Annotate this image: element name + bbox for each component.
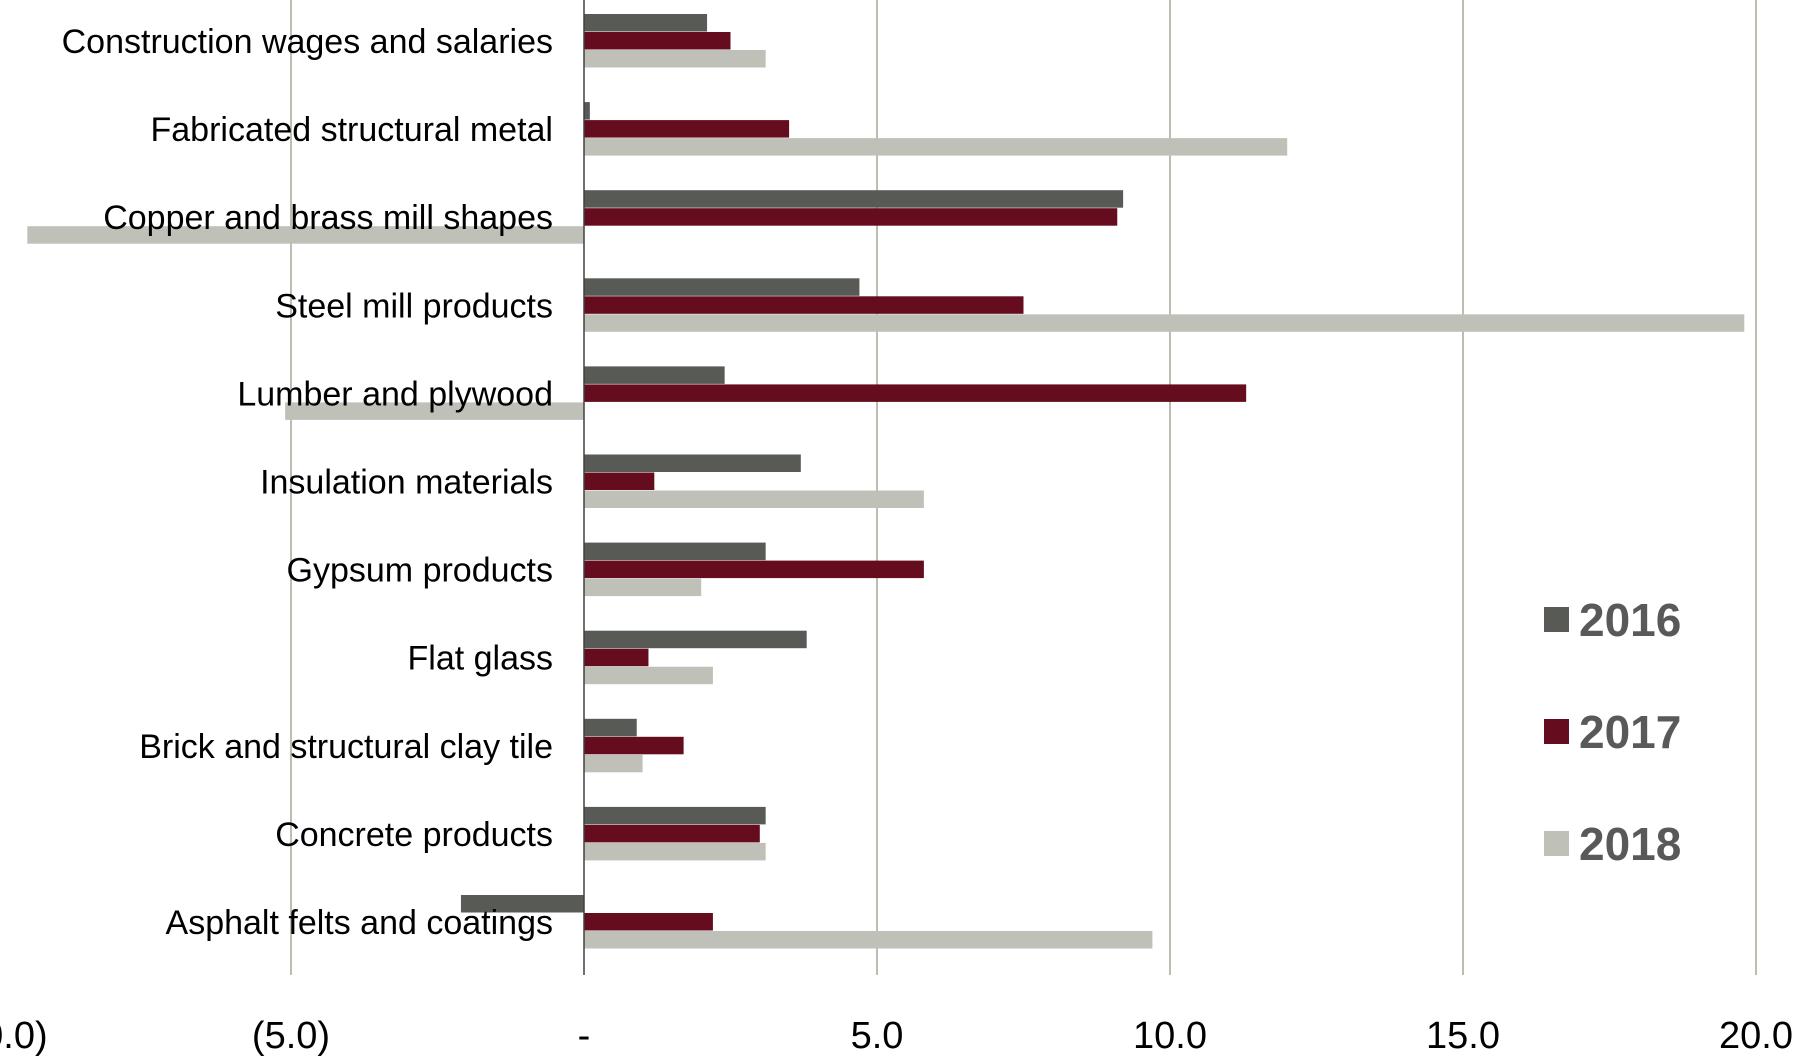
bar-2018-flat-glass [584, 666, 713, 685]
category-label: Asphalt felts and coatings [166, 904, 553, 942]
bar-2016-copper-and-brass-mill-shapes [584, 190, 1124, 208]
bar-2017-gypsum-products [584, 560, 924, 579]
x-tick-label: 10.0 [1133, 1015, 1207, 1057]
bar-2017-copper-and-brass-mill-shapes [584, 208, 1118, 226]
bar-2018-gypsum-products [584, 578, 702, 597]
bar-2018-construction-wages-and-salaries [584, 50, 766, 68]
category-label: Flat glass [408, 640, 554, 678]
bar-2016-lumber-and-plywood [584, 366, 725, 384]
category-label: Copper and brass mill shapes [103, 199, 553, 237]
bar-2016-asphalt-felts-and-coatings [460, 895, 584, 913]
bar-2016-construction-wages-and-salaries [584, 14, 708, 32]
x-tick-label: 15.0 [1426, 1015, 1500, 1057]
bar-2016-steel-mill-products [584, 278, 860, 296]
bar-2017-brick-and-structural-clay-tile [584, 736, 684, 755]
bar-2016-flat-glass [584, 630, 807, 649]
bar-2018-steel-mill-products [584, 314, 1745, 332]
bar-2017-concrete-products [584, 824, 760, 843]
bar-2016-brick-and-structural-clay-tile [584, 718, 637, 737]
legend-swatch-2017 [1544, 719, 1569, 744]
bar-2018-insulation-materials [584, 490, 924, 508]
bar-2018-concrete-products [584, 842, 766, 861]
bar-2016-insulation-materials [584, 454, 801, 472]
bar-2018-fabricated-structural-metal [584, 138, 1288, 156]
bar-2018-asphalt-felts-and-coatings [584, 931, 1153, 949]
category-labels: Construction wages and salaries Fabricate… [62, 23, 553, 942]
bar-2017-fabricated-structural-metal [584, 120, 790, 138]
bar-2018-brick-and-structural-clay-tile [584, 754, 643, 773]
legend-label-2017: 2017 [1579, 706, 1681, 758]
legend-swatch-2016 [1544, 607, 1569, 632]
legend: 2016 2017 2018 [1544, 594, 1681, 870]
legend-label-2016: 2016 [1579, 594, 1681, 646]
legend-label-2018: 2018 [1579, 818, 1681, 870]
bar-2016-concrete-products [584, 806, 766, 825]
bars [27, 14, 1745, 949]
x-tick-labels: (10.0) (5.0) - 5.0 10.0 15.0 20.0 [0, 1015, 1793, 1057]
category-label: Lumber and plywood [237, 375, 553, 413]
x-tick-label: - [578, 1015, 591, 1057]
bar-2018-lumber-and-plywood [285, 402, 584, 420]
bar-2016-gypsum-products [584, 542, 766, 561]
category-label: Steel mill products [275, 287, 553, 325]
category-label: Fabricated structural metal [151, 111, 554, 149]
bar-2017-flat-glass [584, 648, 649, 667]
bar-2018-copper-and-brass-mill-shapes [27, 226, 585, 244]
bar-2017-lumber-and-plywood [584, 384, 1247, 402]
category-label: Insulation materials [260, 464, 553, 502]
x-tick-label: 5.0 [851, 1015, 904, 1057]
bar-2016-fabricated-structural-metal [584, 102, 590, 120]
legend-swatch-2018 [1544, 831, 1569, 856]
bar-2017-insulation-materials [584, 472, 655, 490]
gridlines [290, 0, 1757, 975]
x-tick-label: 20.0 [1719, 1015, 1793, 1057]
category-label: Gypsum products [287, 552, 553, 590]
x-tick-label: (5.0) [252, 1015, 330, 1057]
bar-2017-asphalt-felts-and-coatings [584, 913, 713, 931]
x-tick-label: (10.0) [0, 1015, 48, 1057]
bar-2017-construction-wages-and-salaries [584, 32, 731, 50]
category-label: Construction wages and salaries [62, 23, 553, 61]
category-label: Brick and structural clay tile [139, 728, 553, 766]
bar-2017-steel-mill-products [584, 296, 1024, 314]
category-label: Concrete products [275, 816, 553, 854]
